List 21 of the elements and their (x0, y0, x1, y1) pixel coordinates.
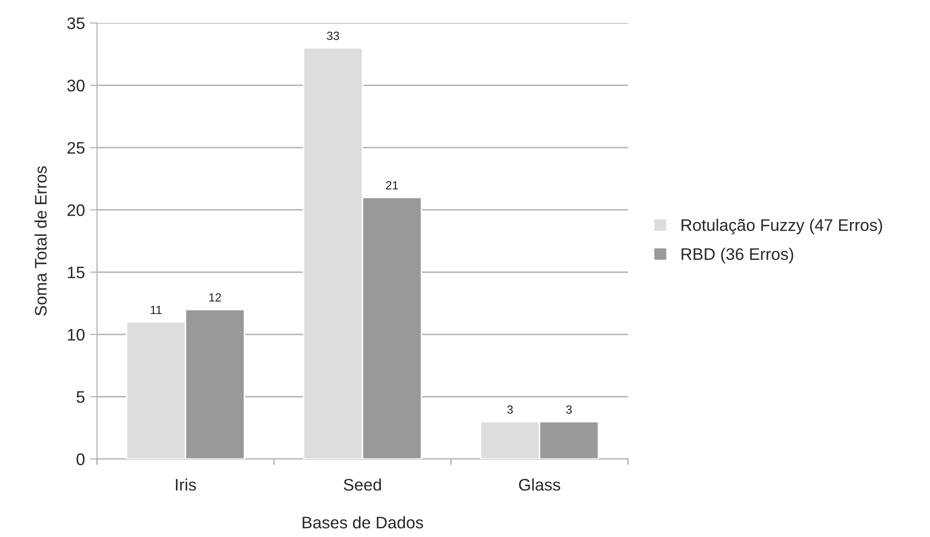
data-label: 3 (566, 405, 572, 414)
y-tick-label: 30 (67, 80, 85, 92)
legend-label: Rotulação Fuzzy (47 Erros) (682, 218, 882, 234)
y-tick-label: 0 (76, 453, 85, 466)
data-label: 21 (386, 181, 398, 190)
data-label: 33 (326, 32, 340, 40)
x-tick-label: Iris (176, 478, 196, 491)
legend-label: RBD (36 Erros) (682, 248, 794, 264)
y-axis-title: Soma Total de Erros (34, 166, 47, 316)
data-label: 3 (507, 405, 513, 414)
y-tick-label: 20 (67, 204, 85, 216)
y-tick-label: 25 (67, 142, 84, 154)
y-tick-label: 5 (76, 391, 84, 403)
y-tick-label: 15 (68, 266, 84, 278)
data-label: 11 (150, 306, 162, 314)
x-axis-title: Bases de Dados (302, 516, 424, 528)
y-tick-label: 10 (68, 328, 85, 341)
data-label: 12 (209, 293, 221, 302)
y-tick-label: 35 (67, 17, 84, 30)
x-tick-label: Seed (344, 478, 381, 491)
x-tick-label: Glass (519, 478, 560, 491)
